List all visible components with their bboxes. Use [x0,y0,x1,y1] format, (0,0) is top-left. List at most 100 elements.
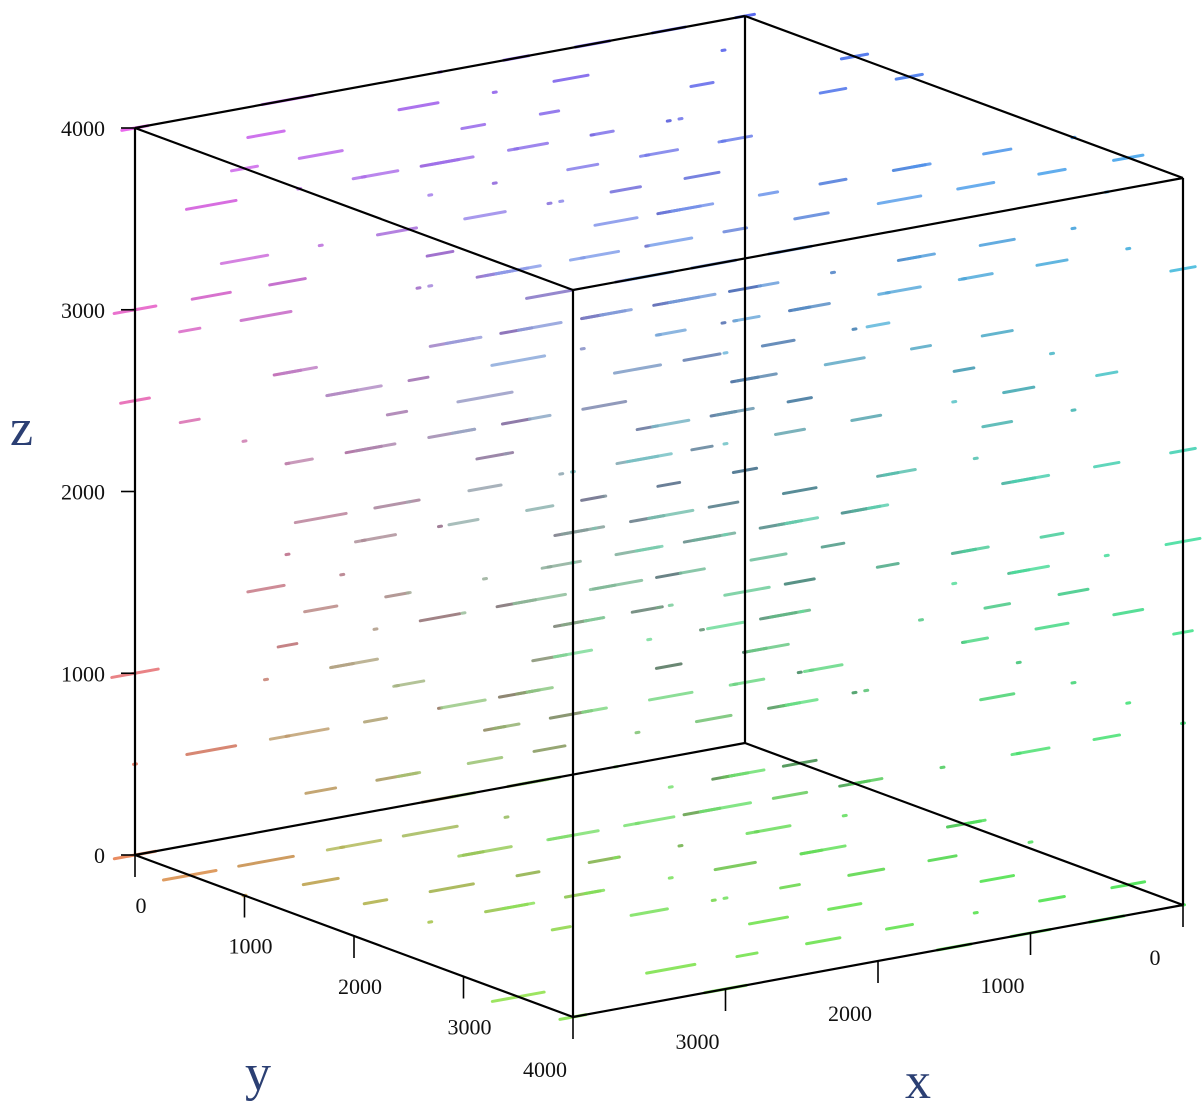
arrow [301,876,340,887]
arrow [952,366,976,373]
x-tick-label: 0 [1150,945,1161,970]
arrow [583,888,606,896]
arrow [841,813,848,818]
arrow [568,249,621,262]
arrow [503,451,510,456]
arrow [1125,246,1132,251]
arrow [373,498,421,510]
arrow [385,409,409,417]
box-edge [134,741,746,857]
arrow [972,910,979,915]
arrow [956,181,996,191]
box-edge [572,176,1184,292]
arrow [951,581,958,586]
z-tick-label: 4000 [61,116,105,141]
arrow [506,141,550,152]
arrow [910,162,932,169]
arrow [1038,895,1066,903]
arrow [396,771,422,778]
box-edge [134,126,574,292]
z-tick-label: 2000 [61,480,105,505]
arrow [427,193,434,197]
arrow [699,627,705,632]
arrow [293,511,348,525]
z-tick-label: 0 [94,843,105,868]
arrow [760,338,796,348]
arrow [625,452,673,464]
arrow [820,541,846,549]
y-axis-title: y [245,1045,271,1102]
box-edge [134,14,746,130]
arrow [427,920,434,924]
arrow [500,417,532,426]
x-tick-label: 4000 [523,1057,567,1082]
arrow [1070,408,1077,412]
arrow [748,915,789,926]
arrow [863,688,870,693]
arrow [447,518,480,527]
arrow [707,500,740,509]
arrow [722,441,729,446]
arrow [317,243,324,248]
arrow [581,400,628,411]
arrow [1034,621,1070,631]
arrow [588,578,644,592]
arrow [1037,167,1067,176]
arrow [645,962,697,975]
arrow [593,129,615,136]
arrow [885,922,914,931]
arrow [552,73,590,83]
arrow [325,838,383,852]
arrow [219,253,270,266]
arrow [425,249,455,258]
arrow [634,730,641,735]
arrow [354,533,397,544]
arrow [715,406,755,417]
arrow [297,149,344,160]
arrow [239,310,293,322]
arrow [792,302,831,312]
z-tick-label: 3000 [61,298,105,323]
arrow [450,427,477,435]
arrow [670,202,715,213]
arrow [362,898,389,906]
arrow [1092,733,1122,742]
x-tick-label: 2000 [828,1001,872,1026]
arrow [284,457,314,466]
arrow [581,706,608,714]
x-tick-label: 3000 [676,1029,720,1054]
arrow [939,765,946,770]
arrow [723,585,771,597]
arrow [599,308,633,317]
arrow [749,552,788,562]
arrow [516,321,563,332]
arrow [978,237,1016,247]
arrow [827,902,863,911]
arrow [463,210,507,221]
arrow [866,503,890,510]
arrow [648,236,694,248]
arrow [566,162,600,172]
arrow [757,281,780,288]
arrow [325,384,383,398]
arrow [304,786,338,795]
arrow [415,286,422,290]
arrow [1093,460,1121,469]
arrow [1035,258,1069,267]
arrow [647,508,695,520]
arrow [276,642,299,649]
arrow [690,444,714,452]
arrow [951,399,958,404]
arrow [351,169,400,181]
arrow [745,824,792,835]
arrow [961,545,990,553]
arrow [798,609,805,614]
arrow [437,524,443,529]
arrow [851,327,858,331]
arrow [444,335,483,346]
x-axis-title: x [905,1053,931,1110]
arrow [558,199,565,204]
arrow [241,439,248,443]
arrow [490,354,547,367]
